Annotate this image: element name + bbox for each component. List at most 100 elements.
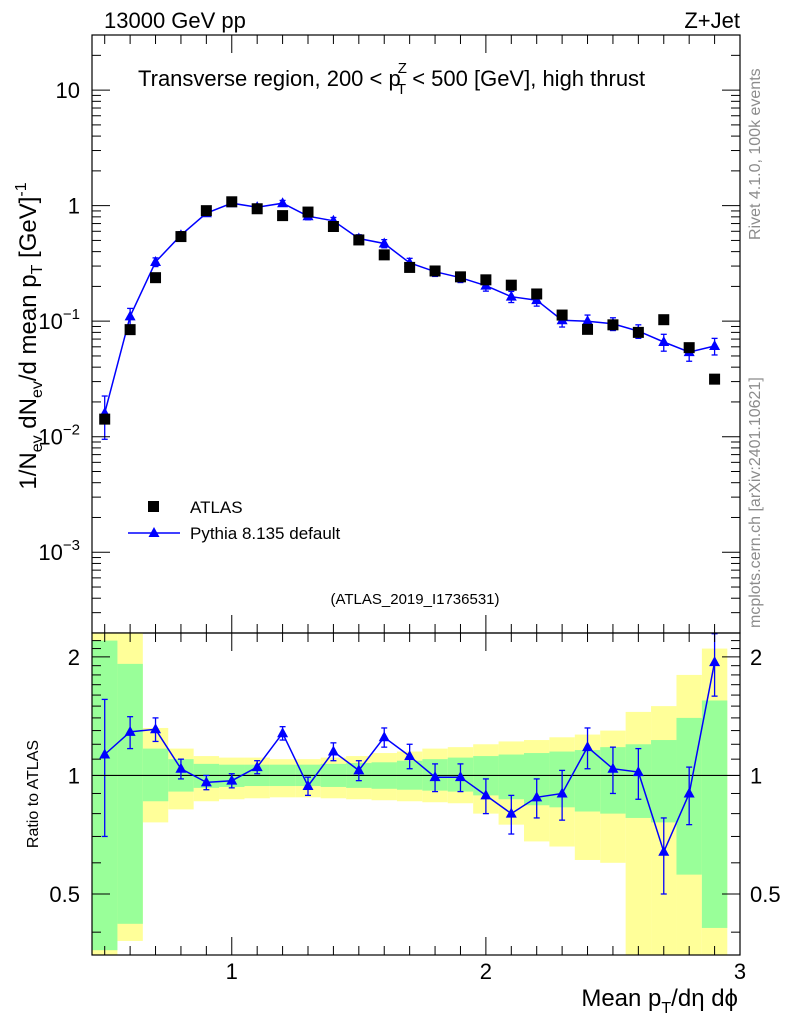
atlas-point bbox=[531, 288, 543, 300]
pythia-point bbox=[709, 339, 721, 350]
y-tick-label: 1 bbox=[68, 194, 80, 219]
xlabel-post: /dη dϕ bbox=[671, 985, 738, 1012]
atlas-point bbox=[175, 231, 187, 243]
main-ylabel: 1/Nev dNev/d mean pT [GeV]-1 bbox=[13, 182, 46, 489]
pythia-point bbox=[582, 315, 594, 326]
atlas-point bbox=[607, 319, 619, 331]
atlas-point bbox=[404, 261, 416, 273]
ratio-point bbox=[353, 764, 365, 775]
atlas-point bbox=[429, 265, 441, 277]
atlas-point bbox=[480, 274, 492, 286]
atlas-point bbox=[200, 205, 212, 217]
atlas-point bbox=[150, 272, 162, 284]
watermark: (ATLAS_2019_I1736531) bbox=[330, 591, 499, 608]
legend-atlas-label: ATLAS bbox=[190, 498, 243, 517]
ratio-point bbox=[582, 741, 594, 752]
main-title-sup: Z bbox=[398, 60, 407, 77]
atlas-point bbox=[277, 210, 289, 222]
pythia-point bbox=[124, 310, 136, 321]
y-tick-label: 10−2 bbox=[38, 422, 80, 450]
ratio-point bbox=[175, 762, 187, 773]
atlas-point bbox=[124, 324, 136, 336]
ratio-point bbox=[480, 789, 492, 800]
ratio-y-tick-label-right: 1 bbox=[750, 763, 762, 788]
pythia-point bbox=[150, 256, 162, 267]
pythia-point bbox=[658, 336, 670, 347]
ratio-y-tick-label: 0.5 bbox=[49, 882, 80, 907]
ratio-x-tick-label: 3 bbox=[734, 959, 746, 984]
band-inner-bin bbox=[701, 700, 728, 928]
ratio-point bbox=[251, 761, 263, 772]
ratio-y-tick-label: 1 bbox=[68, 763, 80, 788]
ratio-point bbox=[454, 771, 466, 782]
ratio-point bbox=[277, 727, 289, 738]
ratio-point bbox=[200, 776, 212, 787]
ratio-point bbox=[683, 787, 695, 798]
header-right: Z+Jet bbox=[684, 8, 740, 33]
ratio-frame bbox=[91, 632, 741, 956]
atlas-point bbox=[226, 196, 238, 208]
main-title: Transverse region, 200 < pZ T < 500 [GeV]… bbox=[138, 60, 645, 98]
xlabel-sub: T bbox=[661, 1000, 671, 1017]
atlas-point bbox=[327, 221, 339, 233]
ratio-point bbox=[302, 780, 314, 791]
header-left: 13000 GeV pp bbox=[104, 8, 246, 33]
rivet-label: Rivet 4.1.0, 100k events bbox=[747, 68, 764, 240]
ratio-xlabel: Mean pT/dη dϕ bbox=[581, 985, 738, 1017]
pythia-point bbox=[378, 237, 390, 248]
y-tick-label: 10−3 bbox=[38, 537, 80, 565]
atlas-point bbox=[658, 314, 670, 326]
ratio-point bbox=[99, 748, 111, 759]
atlas-point bbox=[454, 271, 466, 283]
ratio-ylabel: Ratio to ATLAS bbox=[25, 740, 42, 848]
xlabel-pre: Mean p bbox=[581, 985, 661, 1012]
ratio-point bbox=[378, 731, 390, 742]
ratio-y-tick-label-right: 0.5 bbox=[750, 882, 781, 907]
main-title-post: < 500 [GeV], high thrust bbox=[406, 66, 645, 91]
main-panel: 10−3 10−2 10−1 1 10 Transverse region, 200 <… bbox=[13, 34, 741, 634]
ratio-point bbox=[632, 766, 644, 777]
legend-pythia-label: Pythia 8.135 default bbox=[190, 524, 341, 543]
ratio-point bbox=[658, 845, 670, 856]
ratio-point bbox=[531, 791, 543, 802]
atlas-point bbox=[632, 326, 644, 338]
atlas-point bbox=[99, 413, 111, 425]
atlas-point bbox=[302, 206, 314, 218]
y-tick-label: 10 bbox=[56, 78, 80, 103]
ratio-panel: 0.5 0.5 1 1 2 2 1 2 3 Ratio to ATLAS Mean pT/dη … bbox=[25, 632, 781, 1017]
atlas-point bbox=[353, 234, 365, 246]
main-title-sub: T bbox=[397, 81, 406, 98]
ratio-point bbox=[124, 725, 136, 736]
atlas-point bbox=[505, 279, 517, 291]
ratio-point bbox=[150, 723, 162, 734]
band-inner-bin bbox=[117, 663, 143, 924]
pythia-point bbox=[277, 197, 289, 208]
legend-atlas-marker bbox=[148, 501, 159, 512]
atlas-point bbox=[683, 342, 695, 354]
pythia-point bbox=[505, 290, 517, 301]
atlas-point bbox=[556, 309, 568, 321]
atlas-point bbox=[378, 249, 390, 261]
mcplots-label: mcplots.cern.ch [arXiv:2401.10621] bbox=[747, 377, 764, 628]
ratio-x-tick-label: 1 bbox=[226, 959, 238, 984]
ratio-y-tick-label: 2 bbox=[68, 645, 80, 670]
main-title-pre: Transverse region, 200 < p bbox=[138, 66, 401, 91]
band-inner-bin bbox=[498, 754, 524, 800]
ratio-point bbox=[327, 745, 339, 756]
atlas-point bbox=[251, 203, 263, 215]
legend-pythia-marker bbox=[148, 527, 160, 537]
atlas-point bbox=[709, 373, 721, 385]
legend: ATLAS Pythia 8.135 default bbox=[128, 498, 341, 543]
ratio-point bbox=[404, 750, 416, 761]
pythia-line bbox=[103, 202, 715, 414]
ratio-point bbox=[556, 787, 568, 798]
ratio-point bbox=[709, 656, 721, 667]
ratio-point bbox=[505, 807, 517, 818]
ratio-point bbox=[429, 771, 441, 782]
ratio-x-tick-label: 2 bbox=[480, 959, 492, 984]
ratio-point bbox=[607, 762, 619, 773]
atlas-point bbox=[582, 323, 594, 335]
ratio-y-tick-label-right: 2 bbox=[750, 645, 762, 670]
ratio-point bbox=[226, 774, 238, 785]
